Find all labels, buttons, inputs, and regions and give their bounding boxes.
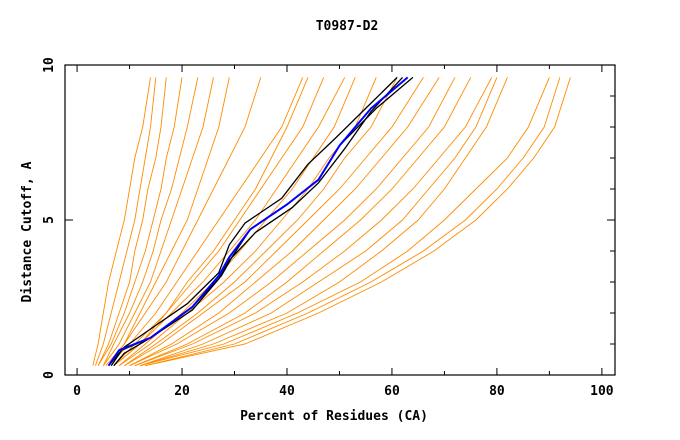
x-tick-label: 40 xyxy=(279,384,295,399)
orange-series-1 xyxy=(94,77,157,366)
orange-series-3 xyxy=(97,77,183,366)
series-layer xyxy=(92,76,571,367)
orange-series-24 xyxy=(145,77,571,367)
orange-series-17 xyxy=(129,77,456,367)
axes-layer: 0 20 40 60 80 100 0 5 10 xyxy=(42,57,615,399)
x-axis-label: Percent of Residues (CA) xyxy=(240,409,428,424)
orange-series-4 xyxy=(102,77,199,366)
orange-series-16 xyxy=(129,77,440,367)
y-axis-label: Distance Cutoff, A xyxy=(20,161,35,302)
orange-series-23 xyxy=(145,77,561,367)
orange-series-9 xyxy=(108,77,304,367)
orange-series-18 xyxy=(134,77,472,367)
orange-series-8 xyxy=(113,77,309,367)
y-tick-label: 0 xyxy=(42,371,57,379)
x-tick-label: 60 xyxy=(384,384,400,399)
orange-series-5 xyxy=(102,77,214,366)
chart-title: T0987-D2 xyxy=(316,19,379,34)
orange-series-22 xyxy=(139,77,550,367)
orange-series-20 xyxy=(139,77,498,367)
x-tick-label: 80 xyxy=(489,384,505,399)
orange-series-7 xyxy=(108,77,262,366)
orange-series-11 xyxy=(113,77,346,367)
plot-frame xyxy=(64,64,616,376)
y-tick-label: 5 xyxy=(42,216,57,224)
orange-series-0 xyxy=(92,77,151,366)
y-tick-label: 10 xyxy=(42,57,57,73)
orange-series-15 xyxy=(124,77,424,367)
orange-series-10 xyxy=(113,77,325,367)
highlight-series-blue xyxy=(107,76,409,367)
orange-series-6 xyxy=(105,77,230,366)
orange-series-19 xyxy=(134,77,493,367)
orange-series-2 xyxy=(97,77,167,366)
x-tick-label: 0 xyxy=(73,384,81,399)
orange-series-21 xyxy=(139,77,508,367)
x-tick-label: 100 xyxy=(590,384,614,399)
reference-series-black-1 xyxy=(108,76,398,367)
x-tick-label: 20 xyxy=(174,384,190,399)
orange-series-14 xyxy=(124,77,398,367)
